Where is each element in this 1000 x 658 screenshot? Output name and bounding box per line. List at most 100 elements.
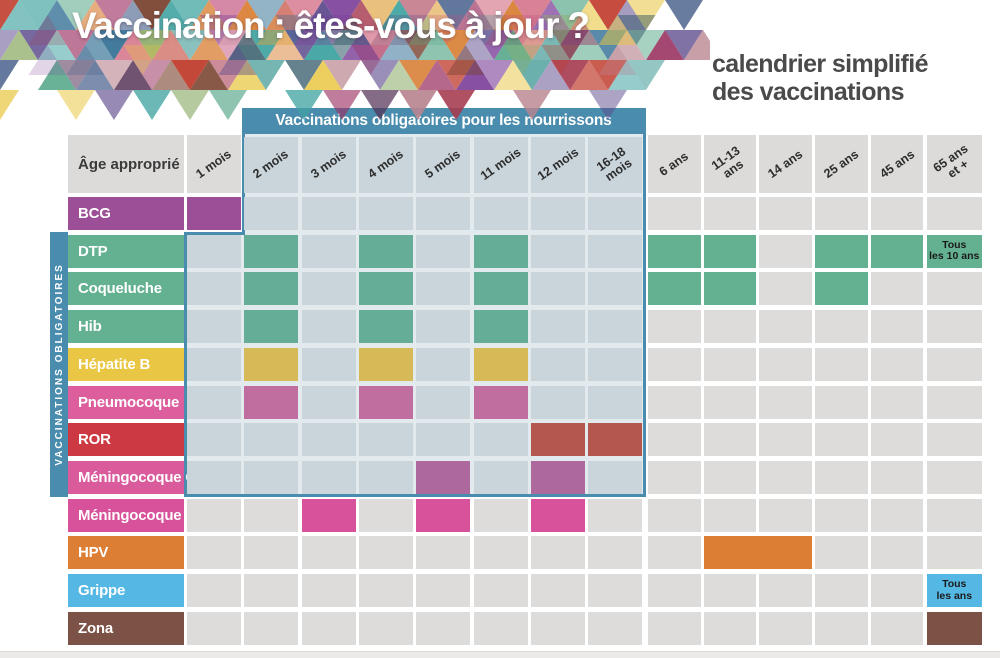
cell-grippe-1m <box>187 574 241 607</box>
cell-hib-12m <box>530 310 585 344</box>
cell-dtp-16-18m <box>588 234 643 268</box>
cell-dtp-4m <box>358 234 413 268</box>
column-header-label: 25 ans <box>821 146 862 181</box>
cell-meningocoque-c-3m <box>301 460 356 494</box>
main-title: Vaccination : êtes-vous à jour ? <box>72 5 590 46</box>
cell-hpv-4m <box>358 536 413 570</box>
cell-zona-6a <box>648 611 701 645</box>
cell-meningocoque-b-2m <box>244 498 299 532</box>
cell-dtp-11-13a <box>703 234 757 268</box>
cell-meningocoque-c-65a <box>926 460 982 494</box>
cell-meningocoque-b-3m <box>301 498 356 532</box>
cell-meningocoque-b-65a <box>926 498 982 532</box>
cell-hepatite-b-12m <box>530 347 585 381</box>
cell-zona-3m <box>301 611 356 645</box>
cell-zona-5m <box>416 611 471 645</box>
cell-hepatite-b-4m <box>358 347 413 381</box>
cell-pneumocoque-11m <box>473 385 528 419</box>
cell-meningocoque-b-16-18m <box>588 498 643 532</box>
cell-bcg-65a <box>926 197 982 230</box>
column-header-14a: 14 ans <box>759 135 813 193</box>
cell-bcg-14a <box>759 197 813 230</box>
cell-grippe-11m <box>473 574 528 607</box>
column-header-16-18m: 16-18 mois <box>588 136 643 193</box>
cell-pneumocoque-25a <box>815 385 868 419</box>
cell-grippe-16-18m <box>588 574 643 607</box>
cell-bcg-3m <box>301 197 356 230</box>
cell-note-dtp-65a: Tous les 10 ans <box>926 234 982 268</box>
cell-zona-12m <box>530 611 585 645</box>
cell-meningocoque-c-45a <box>870 460 924 494</box>
header-mosaic-decoration <box>0 0 710 120</box>
cell-zona-45a <box>870 611 924 645</box>
page-subtitle: calendrier simplifié des vaccinations <box>712 50 928 106</box>
cell-hepatite-b-2m <box>244 347 299 381</box>
cell-bcg-11-13a <box>703 197 757 230</box>
cell-zona-4m <box>358 611 413 645</box>
column-header-11m: 11 mois <box>473 136 528 193</box>
cell-hpv-11m <box>473 536 528 570</box>
row-label-ror: ROR <box>68 423 184 457</box>
cell-meningocoque-c-11m <box>473 460 528 494</box>
cell-hpv-65a <box>926 536 982 570</box>
column-header-label: 4 mois <box>365 147 406 182</box>
column-header-label: 11-13 ans <box>709 143 747 181</box>
cell-meningocoque-b-14a <box>759 498 813 532</box>
cell-coqueluche-12m <box>530 272 585 306</box>
cell-pneumocoque-1m <box>187 385 241 419</box>
cell-bcg-2m <box>244 197 299 230</box>
cell-pneumocoque-5m <box>416 385 471 419</box>
cell-grippe-5m <box>416 574 471 607</box>
cell-coqueluche-6a <box>648 272 701 306</box>
cell-ror-65a <box>926 423 982 457</box>
row-label-bcg: BCG <box>68 197 184 230</box>
cell-meningocoque-c-25a <box>815 460 868 494</box>
cell-hepatite-b-45a <box>870 347 924 381</box>
region-border-step <box>184 231 245 235</box>
cell-pneumocoque-14a <box>759 385 813 419</box>
column-header-label: 14 ans <box>765 146 806 181</box>
cell-note-grippe-65a: Tous les ans <box>926 574 982 607</box>
row-label-hib: Hib <box>68 310 184 344</box>
cell-ror-6a <box>648 423 701 457</box>
cell-coqueluche-11m <box>473 272 528 306</box>
cell-hepatite-b-14a <box>759 347 813 381</box>
cell-pneumocoque-6a <box>648 385 701 419</box>
column-header-1m: 1 mois <box>187 135 241 193</box>
cell-dtp-25a <box>815 234 868 268</box>
cell-meningocoque-c-11-13a <box>703 460 757 494</box>
cell-grippe-45a <box>870 574 924 607</box>
cell-zona-11-13a <box>703 611 757 645</box>
cell-pneumocoque-3m <box>301 385 356 419</box>
cell-ror-1m <box>187 423 241 457</box>
cell-zona-65a <box>926 611 982 645</box>
cell-meningocoque-c-6a <box>648 460 701 494</box>
cell-ror-5m <box>416 423 471 457</box>
column-header-5m: 5 mois <box>416 136 471 193</box>
cell-hepatite-b-65a <box>926 347 982 381</box>
cell-hib-1m <box>187 310 241 344</box>
cell-hpv-3m <box>301 536 356 570</box>
age-header-cell: Âge approprié <box>68 135 184 193</box>
column-header-label: 45 ans <box>876 146 917 181</box>
column-header-label: 6 ans <box>657 148 692 179</box>
cell-hpv-25a <box>815 536 868 570</box>
cell-grippe-6a <box>648 574 701 607</box>
cell-grippe-14a <box>759 574 813 607</box>
row-label-pneumocoque: Pneumocoque <box>68 385 184 419</box>
cell-ror-2m <box>244 423 299 457</box>
cell-meningocoque-b-11m <box>473 498 528 532</box>
cell-dtp-12m <box>530 234 585 268</box>
cell-coqueluche-45a <box>870 272 924 306</box>
cell-hib-3m <box>301 310 356 344</box>
cell-dtp-45a <box>870 234 924 268</box>
cell-ror-3m <box>301 423 356 457</box>
cell-bcg-6a <box>648 197 701 230</box>
cell-hib-5m <box>416 310 471 344</box>
cell-grippe-25a <box>815 574 868 607</box>
column-header-label: 2 mois <box>250 147 292 182</box>
cell-hepatite-b-6a <box>648 347 701 381</box>
row-label-grippe: Grippe <box>68 574 184 607</box>
cell-bcg-45a <box>870 197 924 230</box>
